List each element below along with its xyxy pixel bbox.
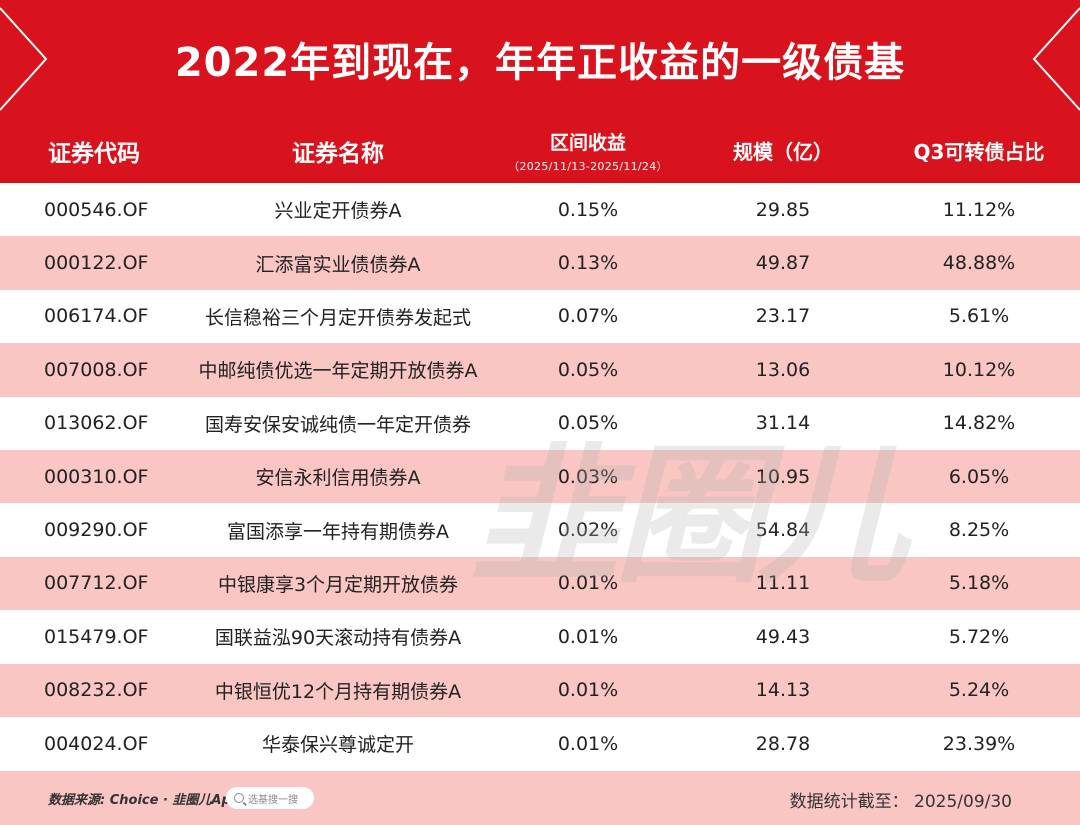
header-return: 区间收益 （2025/11/13-2025/11/24） — [488, 118, 688, 183]
cell-scale: 28.78 — [755, 732, 811, 755]
cell-code: 004024.OF — [44, 732, 149, 755]
cell-code: 000546.OF — [44, 198, 149, 221]
cell-return: 0.15% — [557, 198, 619, 221]
cell-return: 0.02% — [557, 519, 619, 542]
header-cb-ratio: Q3可转债占比 — [878, 118, 1080, 183]
cell-return: 0.03% — [557, 465, 619, 488]
cell-name: 国寿安保安诚纯债一年定开债券 — [204, 413, 471, 436]
header-return-period: （2025/11/13-2025/11/24） — [508, 159, 668, 173]
cell-cb-ratio: 48.88% — [942, 252, 1016, 275]
cell-code: 000310.OF — [44, 465, 149, 488]
table-row: 013062.OF 国寿安保安诚纯债一年定开债券 0.05% 31.14 14.82% — [0, 396, 1080, 450]
cell-name: 兴业定开债券A — [274, 200, 402, 223]
cell-name: 汇添富实业债债券A — [255, 253, 421, 276]
table-row: 007712.OF 中银康享3个月定期开放债券 0.01% 11.11 5.18% — [0, 556, 1080, 611]
cell-cb-ratio: 14.82% — [942, 412, 1016, 435]
cell-return: 0.01% — [557, 732, 619, 755]
header-name: 证券名称 — [188, 118, 488, 183]
cell-scale: 49.43 — [755, 625, 811, 648]
table-row: 000122.OF 汇添富实业债债券A 0.13% 49.87 48.88% — [0, 236, 1080, 290]
cell-cb-ratio: 8.25% — [948, 519, 1010, 542]
cell-code: 007008.OF — [44, 358, 149, 381]
cell-cb-ratio: 5.72% — [948, 625, 1010, 648]
cell-scale: 11.11 — [755, 572, 811, 595]
cell-name: 长信稳裕三个月定开债券发起式 — [204, 306, 471, 329]
cell-scale: 23.17 — [755, 305, 811, 328]
table-row: 015479.OF 国联益泓90天滚动持有债券A 0.01% 49.43 5.72% — [0, 610, 1080, 664]
cell-return: 0.01% — [557, 679, 619, 702]
cell-name: 中银恒优12个月持有期债券A — [214, 680, 462, 703]
cell-cb-ratio: 5.18% — [948, 572, 1010, 595]
cell-return: 0.05% — [557, 412, 619, 435]
cell-return: 0.01% — [557, 572, 619, 595]
cell-name: 富国添享一年持有期债券A — [227, 520, 449, 543]
table-row: 007008.OF 中邮纯债优选一年定期开放债券A 0.05% 13.06 10.12% — [0, 343, 1080, 397]
cell-name: 中邮纯债优选一年定期开放债券A — [198, 360, 478, 383]
cell-scale: 14.13 — [755, 679, 811, 702]
table-row: 004024.OF 华泰保兴尊诚定开 0.01% 28.78 23.39% — [0, 716, 1080, 771]
page-title: 2022年到现在，年年正收益的一级债基 — [174, 40, 906, 86]
cell-scale: 31.14 — [755, 412, 811, 435]
cell-cb-ratio: 5.61% — [948, 305, 1010, 328]
cell-code: 006174.OF — [44, 305, 149, 328]
cell-code: 009290.OF — [44, 519, 149, 542]
cell-cb-ratio: 10.12% — [942, 358, 1016, 381]
cell-name: 国联益泓90天滚动持有债券A — [214, 627, 462, 650]
cell-scale: 29.85 — [755, 198, 811, 221]
table-row: 008232.OF 中银恒优12个月持有期债券A 0.01% 14.13 5.24% — [0, 663, 1080, 717]
cell-name: 华泰保兴尊诚定开 — [261, 734, 414, 757]
search-label: 选基搜一搜 — [248, 794, 298, 806]
cell-cb-ratio: 11.12% — [942, 198, 1016, 221]
cell-code: 007712.OF — [44, 572, 149, 595]
cell-return: 0.07% — [557, 305, 619, 328]
cell-cb-ratio: 5.24% — [948, 679, 1010, 702]
header-scale: 规模（亿） — [688, 118, 878, 183]
cell-return: 0.05% — [557, 358, 619, 381]
header-cb-ratio-label: Q3可转债占比 — [913, 140, 1045, 164]
table-row: 000546.OF 兴业定开债券A 0.15% 29.85 11.12% — [0, 183, 1080, 237]
table-body: 000546.OF 兴业定开债券A 0.15% 29.85 11.12% 000122.O… — [0, 183, 1080, 771]
table-header: 证券代码 证券名称 区间收益 （2025/11/13-2025/11/24） 规… — [0, 118, 1080, 183]
header-name-label: 证券名称 — [292, 140, 384, 167]
cell-return: 0.13% — [557, 252, 619, 275]
cell-cb-ratio: 23.39% — [942, 732, 1016, 755]
search-icon — [234, 793, 244, 803]
table-row: 006174.OF 长信稳裕三个月定开债券发起式 0.07% 23.17 5.61% — [0, 289, 1080, 344]
cell-code: 008232.OF — [44, 679, 149, 702]
title-banner: 2022年到现在，年年正收益的一级债基 — [0, 0, 1080, 118]
cell-scale: 49.87 — [755, 252, 811, 275]
header-return-label: 区间收益 — [549, 131, 626, 154]
left-chevron-decoration — [0, 7, 48, 111]
cell-scale: 54.84 — [755, 519, 811, 542]
search-button[interactable]: 选基搜一搜 — [226, 787, 314, 809]
cell-code: 000122.OF — [44, 252, 149, 275]
cell-return: 0.01% — [557, 625, 619, 648]
right-chevron-decoration — [1032, 7, 1080, 111]
table-row: 000310.OF 安信永利信用债券A 0.03% 10.95 6.05% — [0, 449, 1080, 504]
footer: 数据来源: Choice · 韭圈儿App 选基搜一搜 数据统计截至： 2025… — [0, 771, 1080, 825]
cell-scale: 10.95 — [755, 465, 811, 488]
cell-code: 015479.OF — [44, 625, 149, 648]
data-source: 数据来源: Choice · 韭圈儿App — [48, 793, 241, 808]
cell-code: 013062.OF — [44, 412, 149, 435]
cell-name: 安信永利信用债券A — [255, 467, 421, 490]
cell-cb-ratio: 6.05% — [948, 465, 1010, 488]
header-scale-label: 规模（亿） — [733, 140, 833, 164]
stat-date: 数据统计截至： 2025/09/30 — [789, 792, 1012, 812]
cell-scale: 13.06 — [755, 358, 811, 381]
header-code: 证券代码 — [0, 118, 188, 183]
cell-name: 中银康享3个月定期开放债券 — [217, 573, 459, 596]
table-row: 009290.OF 富国添享一年持有期债券A 0.02% 54.84 8.25% — [0, 503, 1080, 557]
header-code-label: 证券代码 — [48, 140, 140, 167]
